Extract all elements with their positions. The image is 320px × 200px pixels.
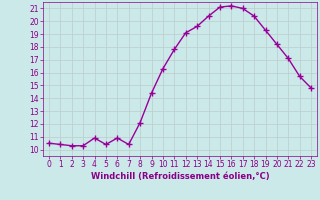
X-axis label: Windchill (Refroidissement éolien,°C): Windchill (Refroidissement éolien,°C) [91,172,269,181]
